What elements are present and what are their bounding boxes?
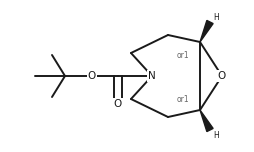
Text: or1: or1 bbox=[177, 50, 189, 59]
Text: O: O bbox=[114, 99, 122, 109]
Text: or1: or1 bbox=[177, 95, 189, 105]
Text: N: N bbox=[148, 71, 156, 81]
Text: O: O bbox=[218, 71, 226, 81]
Text: H: H bbox=[213, 131, 219, 140]
Polygon shape bbox=[200, 20, 213, 42]
Polygon shape bbox=[200, 110, 213, 132]
Text: H: H bbox=[213, 14, 219, 22]
Text: O: O bbox=[88, 71, 96, 81]
